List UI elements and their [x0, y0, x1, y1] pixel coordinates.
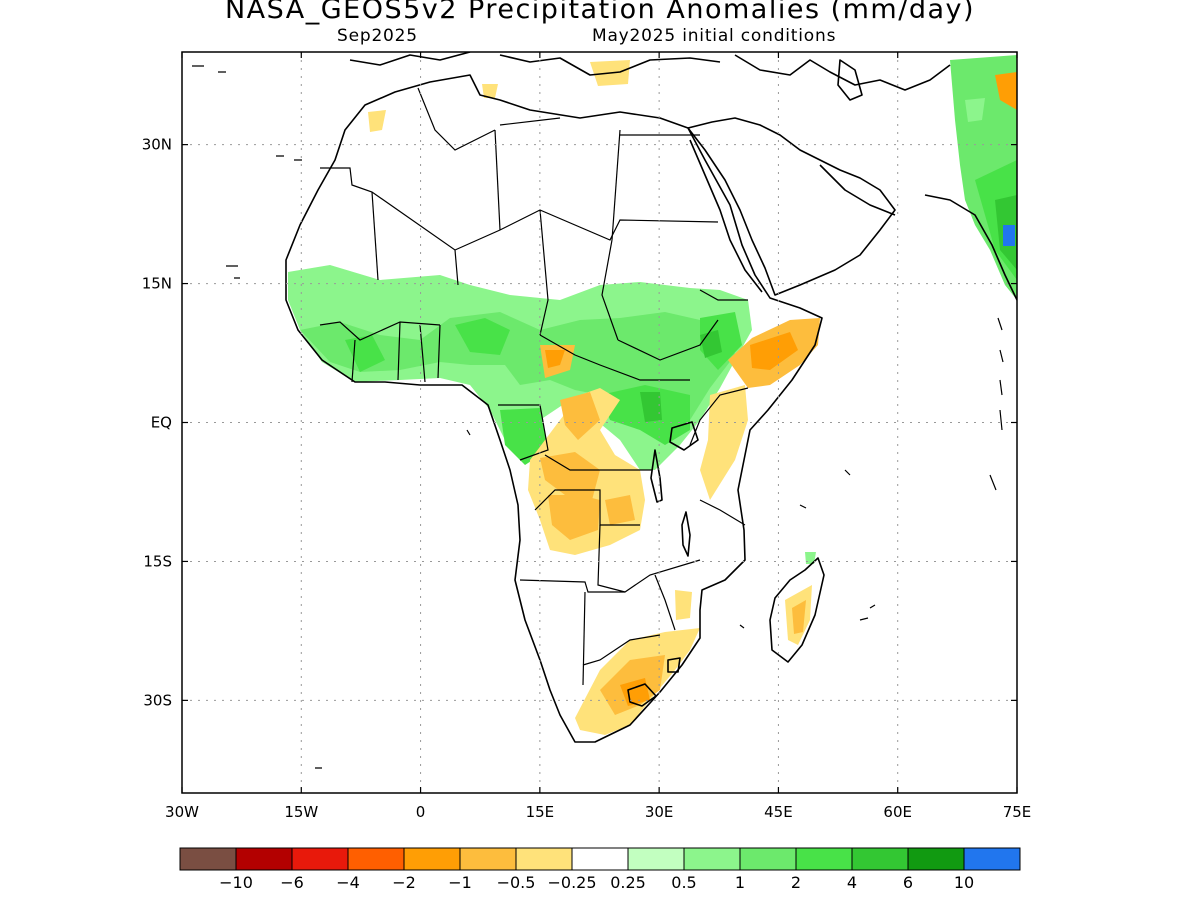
colorbar-label: 10 [954, 873, 974, 892]
coastlines-and-borders [285, 52, 1017, 743]
colorbar-swatch [683, 847, 741, 871]
lon-tick-label: 30E [645, 803, 674, 821]
india-coastline [924, 194, 1017, 301]
lon-tick-label: 15E [526, 803, 555, 821]
colorbar-label: 0.25 [610, 873, 646, 892]
colorbar-label: −0.5 [497, 873, 536, 892]
colorbar-swatch [795, 847, 853, 871]
chart-title: NASA_GEOS5v2 Precipitation Anomalies (mm… [224, 0, 976, 25]
small-islands [192, 65, 1004, 769]
colorbar-label: −4 [336, 873, 360, 892]
lon-tick-label: 75E [1003, 803, 1032, 821]
red-sea-coast-west [689, 139, 763, 293]
map-gridlines [182, 52, 1017, 793]
colorbar: −10 −6 −4 −2 −1 −0.5 −0.25 0.25 0.5 1 2 4 6 10 [179, 847, 1021, 892]
colorbar-swatch [515, 847, 573, 871]
colorbar-swatch [403, 847, 461, 871]
africa-coastline [285, 74, 823, 743]
mediterranean-europe-coast [349, 52, 951, 91]
colorbar-label: −6 [280, 873, 304, 892]
longitude-ticks: 30W 15W 0 15E 30E 45E 60E 75E [165, 52, 1031, 821]
persian-gulf-coast [819, 164, 896, 216]
lon-tick-label: 15W [284, 803, 318, 821]
colorbar-swatch [907, 847, 965, 871]
colorbar-label: −10 [219, 873, 253, 892]
lake-malawi [681, 511, 691, 557]
lake-victoria [669, 421, 699, 451]
colorbar-label: −2 [392, 873, 416, 892]
colorbar-swatch [459, 847, 517, 871]
colorbar-swatch [179, 847, 237, 871]
colorbar-swatch [291, 847, 349, 871]
lat-tick-label: EQ [151, 414, 172, 432]
colorbar-swatch [571, 847, 629, 871]
lat-tick-label: 30N [142, 136, 172, 154]
colorbar-swatch [235, 847, 293, 871]
lat-tick-label: 15N [142, 275, 172, 293]
lon-tick-label: 60E [883, 803, 912, 821]
eswatini-border [667, 657, 681, 673]
colorbar-label: 6 [903, 873, 913, 892]
colorbar-swatch [627, 847, 685, 871]
madagascar-coastline [769, 557, 825, 663]
subtitle-initial-conditions: May2025 initial conditions [592, 26, 837, 46]
lon-tick-label: 30W [165, 803, 199, 821]
colorbar-swatch [851, 847, 909, 871]
lon-tick-label: 45E [764, 803, 793, 821]
colorbar-swatch [963, 847, 1021, 871]
subtitle-valid-month: Sep2025 [337, 26, 418, 46]
anomaly-shading [288, 55, 1017, 735]
colorbar-swatch [739, 847, 797, 871]
latitude-ticks: 30N 15N EQ 15S 30S [142, 136, 1017, 709]
caspian-coast [837, 59, 863, 101]
colorbar-label: −0.25 [547, 873, 596, 892]
colorbar-label: 0.5 [671, 873, 696, 892]
colorbar-label: 1 [735, 873, 745, 892]
lat-tick-label: 30S [143, 691, 172, 709]
sahel-core-wet [300, 312, 735, 445]
colorbar-swatch [347, 847, 405, 871]
arabia-coastline [687, 117, 896, 296]
lesotho-border [627, 683, 657, 707]
colorbar-label: −1 [448, 873, 472, 892]
colorbar-label: 4 [847, 873, 857, 892]
lat-tick-label: 15S [143, 552, 172, 570]
country-borders [319, 87, 749, 686]
colorbar-label: 2 [791, 873, 801, 892]
lon-tick-label: 0 [416, 803, 426, 821]
